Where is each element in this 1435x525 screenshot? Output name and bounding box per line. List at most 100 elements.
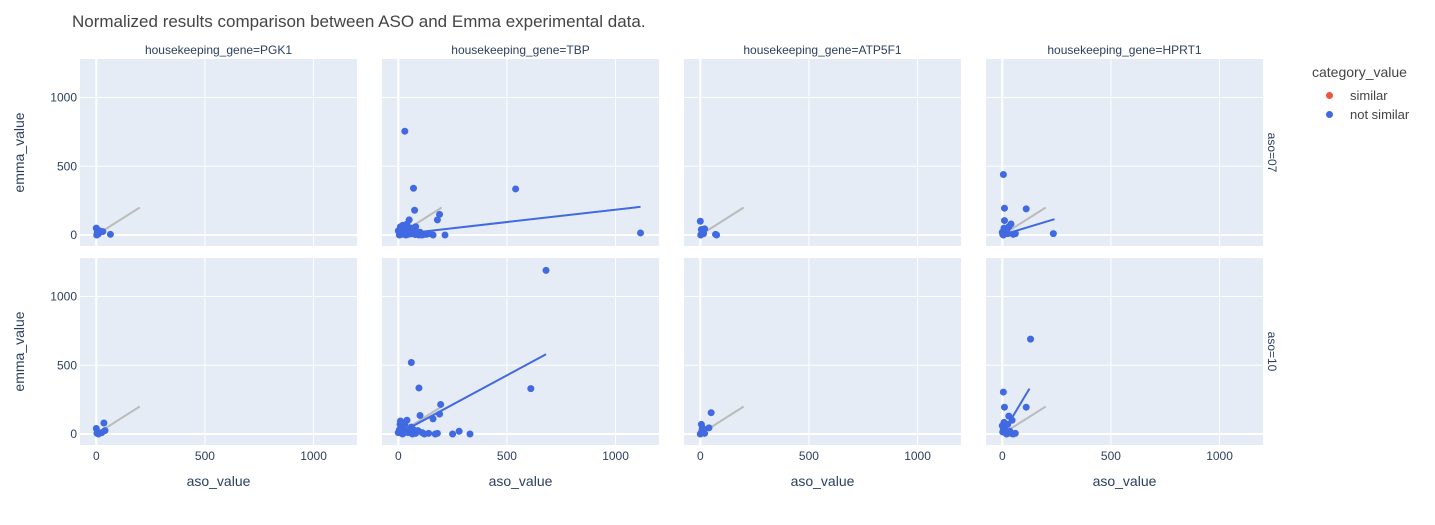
data-point (449, 430, 457, 438)
x-tick-label: 500 (497, 449, 517, 463)
data-point (1011, 429, 1019, 437)
data-point (1027, 335, 1035, 343)
data-point (999, 230, 1007, 238)
data-point (1022, 403, 1030, 411)
x-tick-label: 0 (93, 449, 100, 463)
data-point (999, 428, 1007, 436)
x-tick-label: 1000 (1206, 449, 1233, 463)
data-point (420, 430, 428, 438)
data-point (441, 231, 449, 239)
data-point (429, 415, 437, 423)
data-point (94, 229, 102, 237)
x-tick-label: 0 (697, 449, 704, 463)
panel-background (80, 59, 357, 246)
panel-background (382, 258, 659, 445)
data-point (1049, 230, 1057, 238)
y-tick-label: 0 (70, 228, 77, 242)
legend-label-not-similar: not similar (1350, 107, 1410, 122)
y-axis-title: emma_value (11, 311, 27, 391)
data-point (93, 429, 101, 437)
data-point (542, 266, 550, 274)
data-point (429, 231, 437, 239)
panel-background (684, 258, 961, 445)
data-point (512, 185, 520, 193)
data-point (466, 430, 474, 438)
data-point (100, 419, 108, 427)
data-point (415, 384, 423, 392)
data-point (698, 228, 706, 236)
y-tick-label: 1000 (50, 91, 77, 105)
data-point (411, 206, 419, 214)
panel-background (986, 258, 1263, 445)
x-axis-title: aso_value (1093, 473, 1157, 489)
y-tick-label: 500 (57, 159, 77, 173)
x-tick-label: 1000 (904, 449, 931, 463)
data-point (705, 424, 713, 432)
data-point (698, 426, 706, 434)
y-tick-label: 1000 (50, 290, 77, 304)
legend-item-not-similar[interactable]: not similar (1312, 105, 1409, 124)
x-tick-label: 1000 (300, 449, 327, 463)
data-point (407, 359, 415, 366)
column-facet-label: housekeeping_gene=ATP5F1 (743, 43, 902, 57)
data-point (401, 127, 409, 135)
data-point (637, 229, 645, 237)
x-tick-label: 500 (799, 449, 819, 463)
trend-line (399, 205, 641, 236)
legend-title: category_value (1312, 64, 1407, 80)
y-tick-label: 0 (70, 427, 77, 441)
data-point (1000, 418, 1008, 426)
legend: category_value similar not similar (1312, 64, 1409, 124)
data-point (106, 230, 114, 238)
data-point (999, 171, 1007, 178)
data-point (414, 427, 422, 435)
trend-line (398, 353, 547, 435)
legend-marker-not-similar (1326, 111, 1333, 118)
legend-marker-similar (1326, 92, 1333, 99)
data-point (1000, 217, 1008, 225)
x-tick-label: 1000 (602, 449, 629, 463)
data-point (433, 216, 441, 224)
x-tick-label: 0 (999, 449, 1006, 463)
data-point (1000, 224, 1008, 232)
panel-background (684, 59, 961, 246)
data-point (713, 231, 721, 239)
data-point (1008, 416, 1016, 424)
data-point (527, 385, 535, 393)
x-tick-label: 500 (195, 449, 215, 463)
data-point (455, 427, 463, 435)
data-point (436, 410, 444, 418)
column-facet-label: housekeeping_gene=PGK1 (145, 43, 292, 57)
legend-item-similar[interactable]: similar (1312, 86, 1409, 105)
column-facet-label: housekeeping_gene=TBP (451, 43, 589, 57)
panel-background (80, 258, 357, 445)
x-tick-label: 500 (1101, 449, 1121, 463)
data-point (397, 422, 405, 430)
data-point (1000, 204, 1008, 212)
y-axis-title: emma_value (11, 112, 27, 192)
data-point (436, 210, 444, 218)
data-point (1022, 205, 1030, 213)
data-point (1011, 230, 1019, 238)
data-point (696, 217, 704, 225)
data-point (398, 428, 406, 436)
data-point (1000, 403, 1008, 411)
data-point (416, 411, 424, 419)
data-point (413, 229, 421, 237)
x-axis-title: aso_value (187, 473, 251, 489)
row-facet-label: aso=10 (1265, 332, 1279, 372)
y-tick-label: 500 (57, 358, 77, 372)
legend-label-similar: similar (1350, 88, 1388, 103)
panel-background (986, 59, 1263, 246)
data-point (433, 429, 441, 437)
data-point (410, 184, 418, 192)
row-facet-label: aso=07 (1265, 133, 1279, 173)
data-point (403, 220, 411, 228)
data-point (437, 400, 445, 408)
chart-title: Normalized results comparison between AS… (72, 12, 646, 31)
x-axis-title: aso_value (489, 473, 553, 489)
data-point (999, 388, 1007, 396)
column-facet-label: housekeeping_gene=HPRT1 (1047, 43, 1202, 57)
panel-background (382, 59, 659, 246)
